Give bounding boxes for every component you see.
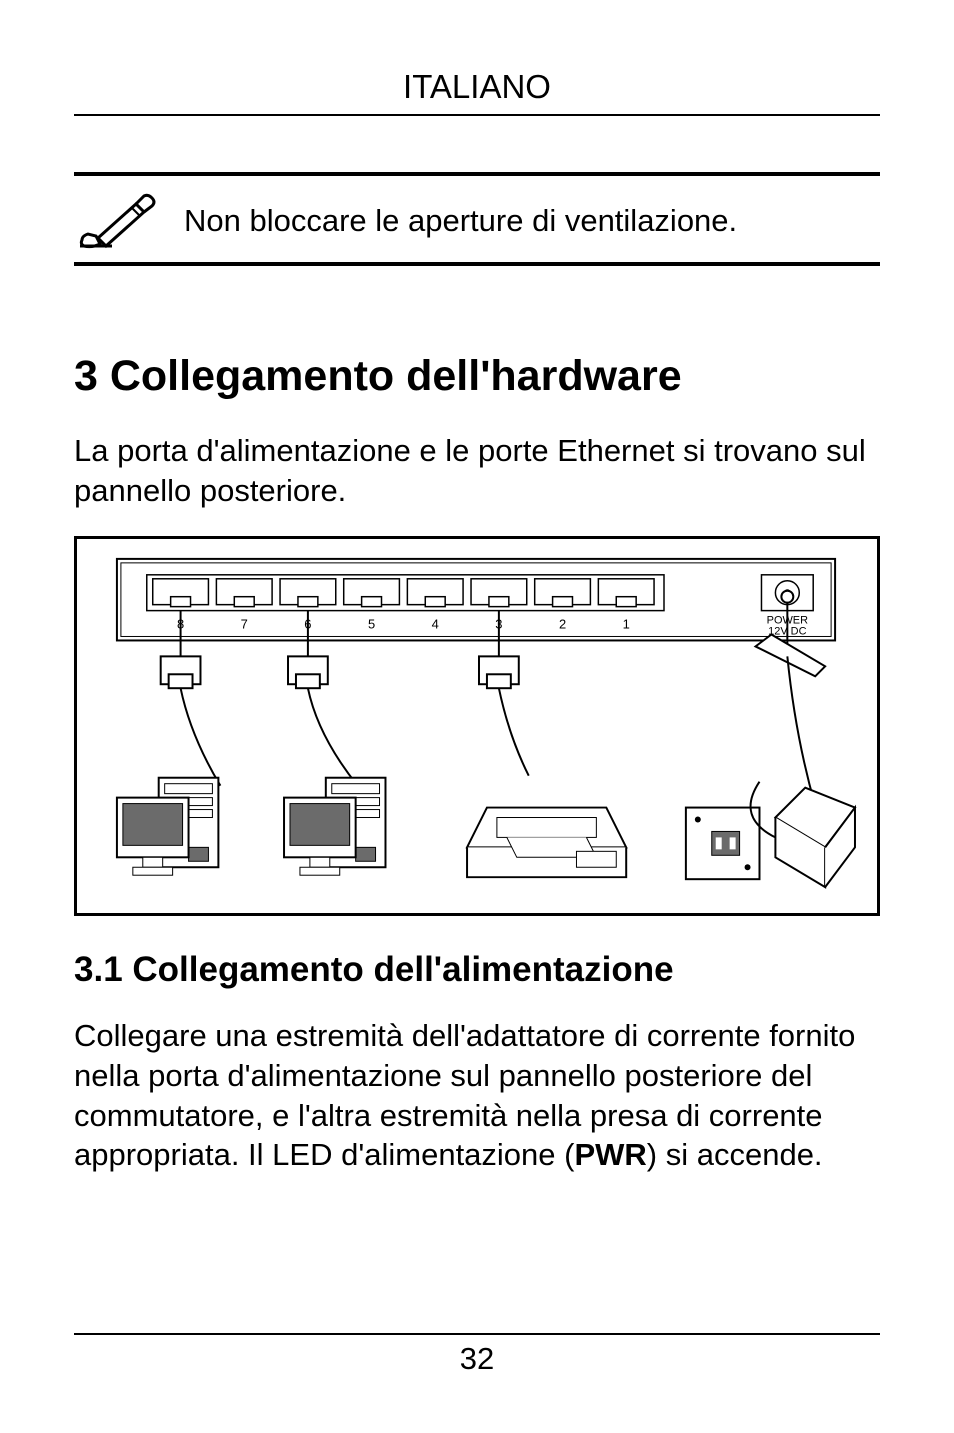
- note-callout: Non bloccare le aperture di ventilazione…: [74, 172, 880, 266]
- page-header: ITALIANO: [74, 68, 880, 116]
- port-label-5: 5: [368, 617, 375, 632]
- section-title: 3 Collegamento dell'hardware: [74, 352, 880, 401]
- port-label-7: 7: [241, 617, 248, 632]
- computer-1-icon: [117, 778, 218, 875]
- port-label-1: 1: [623, 617, 630, 632]
- note-text: Non bloccare le aperture di ventilazione…: [184, 203, 737, 239]
- power-adapter-icon: [751, 782, 855, 887]
- header-language: ITALIANO: [403, 68, 551, 105]
- subsection-text-bold: PWR: [574, 1137, 646, 1172]
- section-intro: La porta d'alimentazione e le porte Ethe…: [74, 431, 880, 510]
- wall-outlet-icon: [686, 808, 760, 880]
- computer-2-icon: [284, 778, 385, 875]
- page-number: 32: [460, 1341, 494, 1376]
- hardware-diagram: 8 7 6 5 4 3 2 1 POWER 12V DC: [74, 536, 880, 916]
- port-label-4: 4: [432, 617, 439, 632]
- ethernet-ports: [147, 575, 664, 611]
- page-footer: 32: [74, 1333, 880, 1377]
- subsection-text: Collegare una estremità dell'adattatore …: [74, 1016, 880, 1175]
- subsection-text-after: ) si accende.: [647, 1137, 823, 1172]
- port-label-2: 2: [559, 617, 566, 632]
- subsection-title: 3.1 Collegamento dell'alimentazione: [74, 950, 880, 990]
- printer-icon: [467, 808, 626, 878]
- handwriting-note-icon: [74, 190, 156, 252]
